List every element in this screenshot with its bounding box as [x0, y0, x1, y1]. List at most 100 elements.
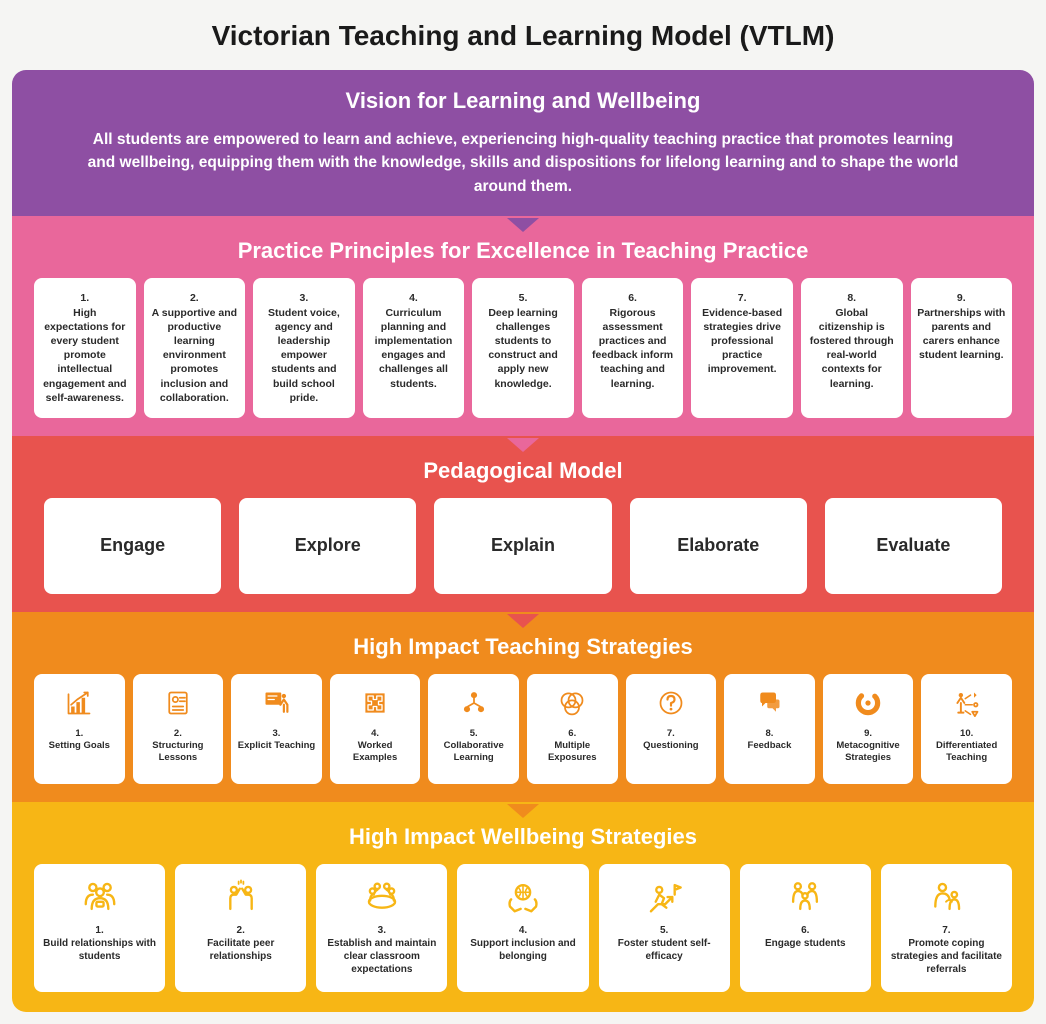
hits-label: 10.Differentiated Teaching [927, 728, 1006, 764]
hits-card: 8.Feedback [724, 674, 815, 784]
principle-number: 2. [190, 292, 199, 304]
hits-label: 4.Worked Examples [336, 728, 415, 764]
pedagogical-card: Elaborate [630, 498, 807, 594]
principle-text: Global citizenship is fostered through r… [807, 306, 897, 391]
principle-card: 3. Student voice, agency and leadership e… [253, 278, 355, 418]
hits-label: 5.Collaborative Learning [434, 728, 513, 764]
hiws-panel: High Impact Wellbeing Strategies 1.Build… [12, 802, 1034, 1012]
hiws-label: 4.Support inclusion and belonging [463, 924, 582, 963]
vision-title: Vision for Learning and Wellbeing [34, 88, 1012, 114]
pedagogical-card: Explore [239, 498, 416, 594]
principle-card: 1. High expectations for every student pr… [34, 278, 136, 418]
highfive-icon [222, 876, 260, 918]
hits-card: 6.Multiple Exposures [527, 674, 618, 784]
pedagogical-card: Evaluate [825, 498, 1002, 594]
hits-label: 9.Metacognitive Strategies [829, 728, 908, 764]
roundtable-icon [363, 876, 401, 918]
hits-card: 4.Worked Examples [330, 674, 421, 784]
hiws-card: 7.Promote coping strategies and facilita… [881, 864, 1012, 992]
puzzle-icon [361, 686, 389, 720]
notch-icon [507, 614, 539, 628]
chat-icon [755, 686, 783, 720]
principle-text: Curriculum planning and implementation e… [369, 306, 459, 391]
hiws-card: 1.Build relationships with students [34, 864, 165, 992]
principle-card: 8. Global citizenship is fostered through… [801, 278, 903, 418]
family-icon [786, 876, 824, 918]
principle-number: 9. [957, 292, 966, 304]
hits-card: 5.Collaborative Learning [428, 674, 519, 784]
teacher-icon [262, 686, 290, 720]
principle-card: 9. Partnerships with parents and carers e… [911, 278, 1013, 418]
principle-text: Evidence-based strategies drive professi… [697, 306, 787, 377]
hiws-label: 7.Promote coping strategies and facilita… [887, 924, 1006, 976]
principle-number: 8. [847, 292, 856, 304]
hiws-card: 4.Support inclusion and belonging [457, 864, 588, 992]
page-title: Victorian Teaching and Learning Model (V… [12, 20, 1034, 52]
principle-text: Rigorous assessment practices and feedba… [588, 306, 678, 391]
diff-icon [953, 686, 981, 720]
question-icon [657, 686, 685, 720]
hits-label: 1.Setting Goals [49, 728, 110, 752]
principle-number: 4. [409, 292, 418, 304]
principle-number: 7. [738, 292, 747, 304]
principle-text: High expectations for every student prom… [40, 306, 130, 405]
principle-card: 4. Curriculum planning and implementation… [363, 278, 465, 418]
principles-panel: Practice Principles for Excellence in Te… [12, 216, 1034, 438]
hiws-label: 1.Build relationships with students [40, 924, 159, 963]
hits-label: 2.Structuring Lessons [139, 728, 218, 764]
pedagogical-label: Engage [100, 535, 165, 556]
hits-label: 7.Questioning [643, 728, 698, 752]
hiws-card: 2.Facilitate peer relationships [175, 864, 306, 992]
pedagogical-card: Engage [44, 498, 221, 594]
venn-icon [558, 686, 586, 720]
hits-label: 3.Explicit Teaching [238, 728, 315, 752]
lesson-icon [164, 686, 192, 720]
pedagogical-card: Explain [434, 498, 611, 594]
support-icon [927, 876, 965, 918]
hits-card: 2.Structuring Lessons [133, 674, 224, 784]
pedagogical-label: Evaluate [876, 535, 950, 556]
pedagogical-label: Explain [491, 535, 555, 556]
principle-text: Student voice, agency and leadership emp… [259, 306, 349, 405]
hiws-label: 2.Facilitate peer relationships [181, 924, 300, 963]
hits-card: 3.Explicit Teaching [231, 674, 322, 784]
notch-icon [507, 438, 539, 452]
hiws-label: 3.Establish and maintain clear classroom… [322, 924, 441, 976]
hits-card: 10.Differentiated Teaching [921, 674, 1012, 784]
pedagogical-label: Elaborate [677, 535, 759, 556]
principle-card: 5.Deep learning challenges students to c… [472, 278, 574, 418]
principle-number: 6. [628, 292, 637, 304]
hiws-card: 3.Establish and maintain clear classroom… [316, 864, 447, 992]
principle-card: 2. A supportive and productive learning e… [144, 278, 246, 418]
hiws-card: 6.Engage students [740, 864, 871, 992]
nodes-icon [460, 686, 488, 720]
hits-card: 1.Setting Goals [34, 674, 125, 784]
principle-text: Partnerships with parents and carers enh… [917, 306, 1007, 363]
principle-card: 7. Evidence-based strategies drive profes… [691, 278, 793, 418]
hits-card: 7.Questioning [626, 674, 717, 784]
hits-label: 6.Multiple Exposures [533, 728, 612, 764]
hits-panel: High Impact Teaching Strategies 1.Settin… [12, 612, 1034, 804]
principles-title: Practice Principles for Excellence in Te… [34, 238, 1012, 264]
principle-card: 6. Rigorous assessment practices and feed… [582, 278, 684, 418]
principle-text: Deep learning challenges students to con… [478, 306, 568, 391]
hits-label: 8.Feedback [748, 728, 792, 752]
vision-panel: Vision for Learning and Wellbeing All st… [12, 70, 1034, 218]
climb-icon [645, 876, 683, 918]
donut-icon [854, 686, 882, 720]
principle-number: 3. [300, 292, 309, 304]
goals-icon [65, 686, 93, 720]
principle-number: 1. [80, 292, 89, 304]
pedagogical-title: Pedagogical Model [34, 458, 1012, 484]
pedagogical-label: Explore [295, 535, 361, 556]
hiws-title: High Impact Wellbeing Strategies [34, 824, 1012, 850]
hiws-label: 6.Engage students [765, 924, 846, 950]
vision-body: All students are empowered to learn and … [83, 128, 963, 198]
principle-text: A supportive and productive learning env… [150, 306, 240, 405]
hiws-label: 5.Foster student self-efficacy [605, 924, 724, 963]
hiws-card: 5.Foster student self-efficacy [599, 864, 730, 992]
notch-icon [507, 218, 539, 232]
hits-card: 9.Metacognitive Strategies [823, 674, 914, 784]
hits-title: High Impact Teaching Strategies [34, 634, 1012, 660]
notch-icon [507, 804, 539, 818]
